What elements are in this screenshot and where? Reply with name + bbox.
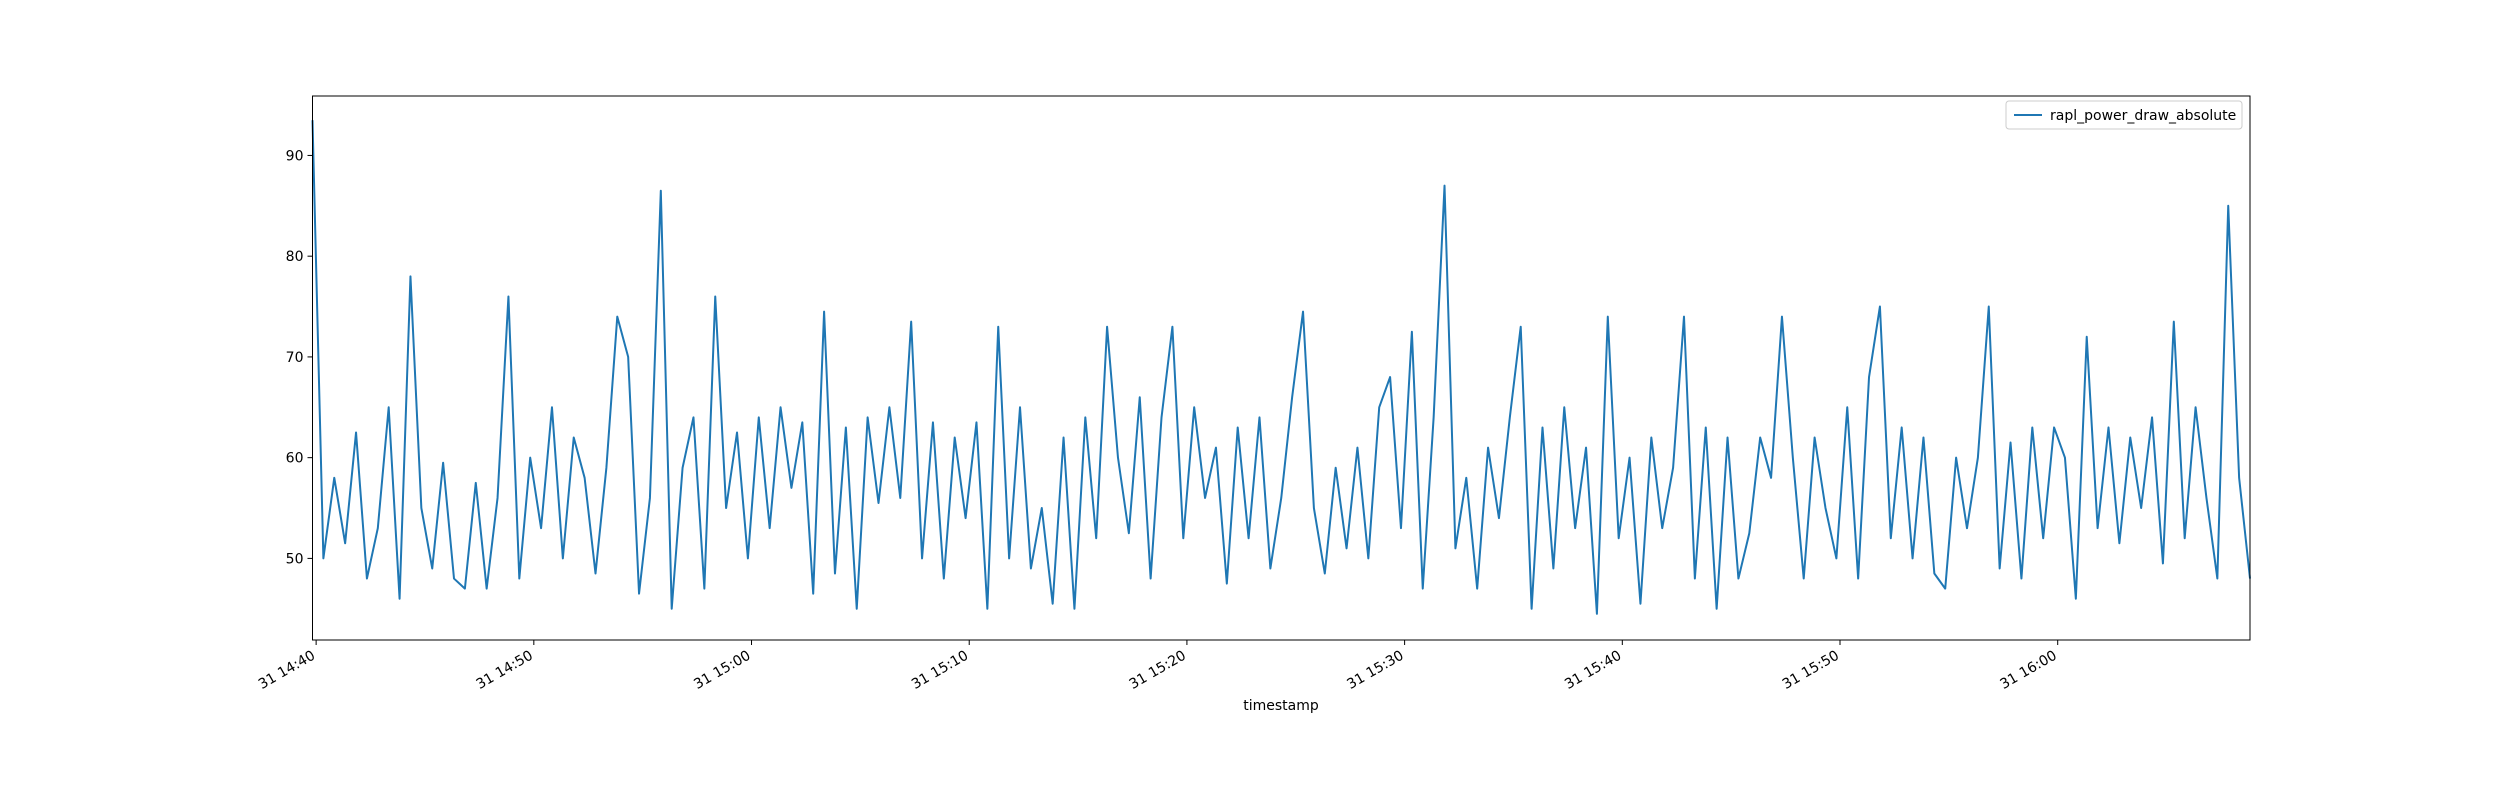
x-axis-label: timestamp [1243, 698, 1319, 714]
data-line [311, 120, 2251, 615]
y-tick-label: 60 [286, 451, 304, 467]
y-tick-label: 80 [286, 249, 304, 265]
legend-label: rapl_power_draw_absolute [2050, 108, 2236, 124]
legend-box [2005, 100, 2243, 130]
y-tick-label: 90 [286, 148, 304, 164]
y-tick-label: 70 [286, 350, 304, 366]
axes-frame [312, 95, 2251, 641]
y-tick-label: 50 [286, 551, 304, 567]
